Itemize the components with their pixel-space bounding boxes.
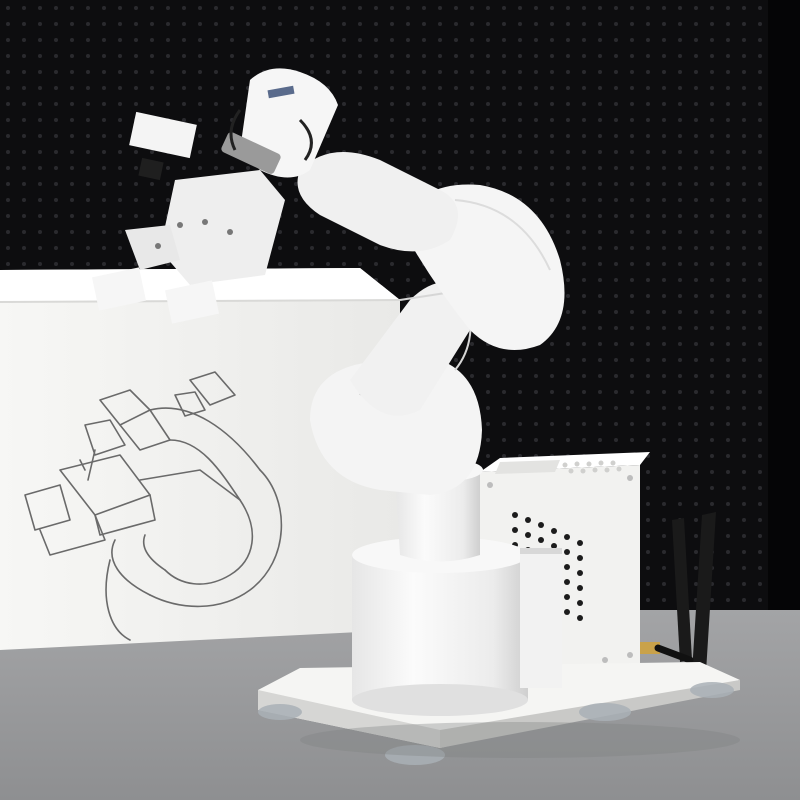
control-box-top-vents xyxy=(562,460,622,474)
box-robot-sketch xyxy=(24,371,283,641)
robot-wrist-joint xyxy=(221,68,338,178)
antennas xyxy=(640,512,716,672)
pegboard-edge xyxy=(768,0,800,640)
antenna-right xyxy=(692,512,716,672)
robot-upper-link xyxy=(297,152,458,252)
antenna-left xyxy=(672,518,692,662)
table-shadow xyxy=(300,722,740,758)
wrist-label-plate xyxy=(267,85,295,99)
suction-cups xyxy=(258,682,734,765)
gripper-finger-right xyxy=(164,280,220,324)
gripper xyxy=(91,111,285,324)
antenna-connector xyxy=(640,642,660,654)
gripper-camera xyxy=(138,157,164,181)
control-box-screws xyxy=(487,475,633,663)
gripper-finger-left xyxy=(91,267,147,311)
wrist-gray-ring xyxy=(221,132,281,174)
